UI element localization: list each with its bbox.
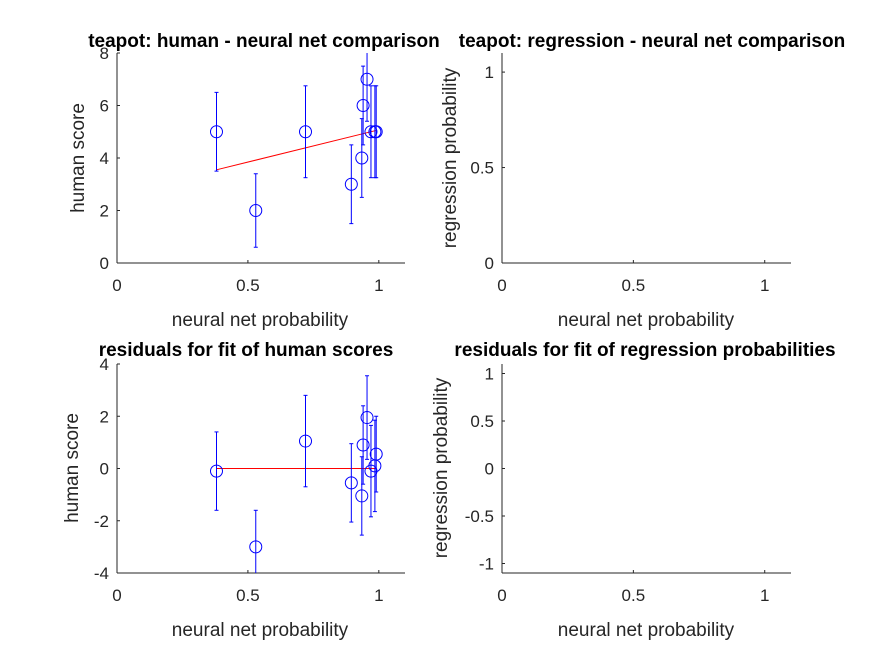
data-point — [209, 464, 223, 478]
y-tick-label: 0 — [485, 460, 494, 479]
y-tick-label: -1 — [479, 555, 494, 574]
x-axis-label: neural net probability — [558, 620, 735, 641]
y-tick-label: 1 — [485, 365, 494, 384]
x-tick-label: 0 — [497, 586, 506, 605]
y-axis-label: regression probability — [440, 67, 461, 248]
data-point — [360, 72, 374, 86]
plot-title: residuals for fit of regression probabil… — [454, 340, 835, 361]
plot-title: residuals for fit of human scores — [99, 340, 394, 361]
data-point — [355, 489, 369, 503]
data-point — [355, 151, 369, 165]
x-tick-label: 0.5 — [236, 276, 260, 295]
x-tick-label: 0 — [497, 276, 506, 295]
error-bar — [214, 431, 219, 511]
y-tick-label: -0.5 — [465, 507, 494, 526]
y-tick-label: 8 — [100, 44, 109, 63]
x-tick-label: 1 — [374, 276, 383, 295]
error-bar — [365, 53, 370, 122]
y-tick-label: 6 — [100, 97, 109, 116]
y-axis-label: human score — [68, 103, 89, 213]
error-bar — [374, 85, 379, 179]
y-tick-label: 2 — [100, 407, 109, 426]
y-tick-label: -2 — [94, 512, 109, 531]
data-point — [369, 447, 383, 461]
y-axis-label: regression probability — [431, 377, 452, 558]
data-point — [369, 125, 383, 139]
error-bar — [365, 375, 370, 460]
y-tick-label: 0.5 — [470, 159, 494, 178]
x-tick-label: 0 — [112, 276, 121, 295]
y-tick-label: 4 — [100, 149, 109, 168]
data-point — [344, 476, 358, 490]
human-score-residuals-plot: residuals for fit of human scores neural… — [62, 340, 405, 641]
error-bar — [253, 509, 258, 573]
y-tick-label: 1 — [485, 63, 494, 82]
data-point — [249, 540, 263, 554]
error-bar — [368, 424, 373, 518]
data-point — [364, 125, 378, 139]
y-tick-label: 0 — [100, 460, 109, 479]
x-tick-label: 1 — [760, 586, 769, 605]
y-tick-label: 4 — [100, 355, 109, 374]
error-bar — [303, 394, 308, 488]
error-bar — [361, 405, 366, 485]
data-point — [249, 204, 263, 217]
x-tick-label: 0.5 — [622, 276, 646, 295]
error-bar — [303, 85, 308, 179]
x-tick-label: 0.5 — [236, 586, 260, 605]
error-bar — [368, 85, 373, 179]
data-point — [209, 125, 223, 139]
error-bar — [349, 144, 354, 225]
y-axis-label: human score — [62, 413, 83, 523]
x-tick-label: 0 — [112, 586, 121, 605]
error-bar — [361, 65, 366, 146]
y-tick-label: 2 — [100, 202, 109, 221]
regression-vs-neural-net-plot: teapot: regression - neural net comparis… — [440, 31, 845, 331]
error-bar — [253, 173, 258, 248]
data-point — [356, 438, 370, 452]
x-tick-label: 1 — [374, 586, 383, 605]
plot-title: teapot: human - neural net comparison — [88, 31, 440, 52]
plot-title: teapot: regression - neural net comparis… — [459, 31, 845, 52]
x-tick-label: 0.5 — [622, 586, 646, 605]
x-axis-label: neural net probability — [172, 310, 349, 331]
data-point — [344, 177, 358, 191]
error-bar — [349, 443, 354, 523]
data-point — [299, 434, 313, 448]
y-tick-label: 0 — [100, 254, 109, 273]
data-point — [360, 411, 374, 425]
error-bar — [214, 91, 219, 172]
data-point — [299, 125, 313, 139]
x-axis-label: neural net probability — [558, 310, 735, 331]
human-vs-neural-net-plot: teapot: human - neural net comparison ne… — [68, 31, 440, 331]
y-tick-label: 0 — [485, 254, 494, 273]
data-point — [356, 99, 370, 112]
x-tick-label: 1 — [760, 276, 769, 295]
x-axis-label: neural net probability — [172, 620, 349, 641]
error-bar — [374, 415, 379, 493]
y-tick-label: -4 — [94, 564, 109, 583]
fit-line — [216, 129, 377, 171]
regression-residuals-plot: residuals for fit of regression probabil… — [431, 340, 836, 641]
y-tick-label: 0.5 — [470, 412, 494, 431]
